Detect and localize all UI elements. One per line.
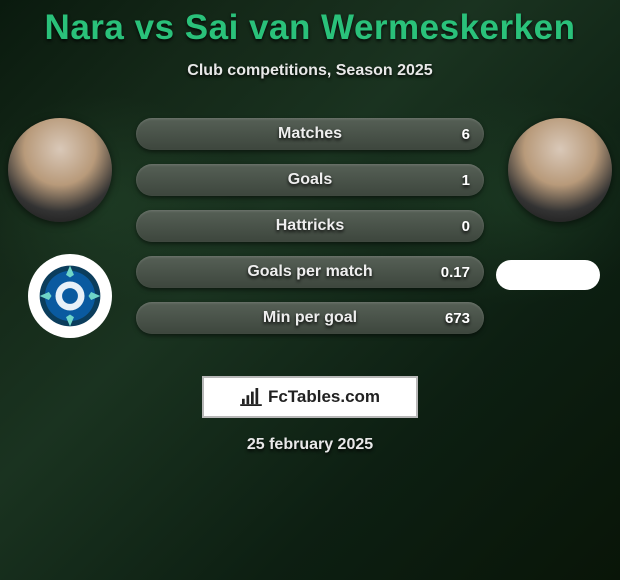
club-badge-left	[28, 254, 112, 338]
stat-row: Goals 1	[136, 164, 484, 196]
stat-label: Min per goal	[263, 309, 357, 327]
subtitle: Club competitions, Season 2025	[0, 62, 620, 80]
club-crest-icon	[37, 263, 103, 329]
player-avatar-left	[8, 118, 112, 222]
bar-chart-icon	[240, 388, 262, 406]
stat-value-right: 0.17	[441, 264, 470, 281]
brand-text: FcTables.com	[268, 387, 380, 407]
stat-value-right: 6	[462, 126, 470, 143]
comparison-panel: Matches 6 Goals 1 Hattricks 0 Goals per …	[0, 118, 620, 368]
stat-label: Matches	[278, 125, 342, 143]
brand-badge: FcTables.com	[202, 376, 418, 418]
stat-label: Hattricks	[276, 217, 344, 235]
stat-row: Goals per match 0.17	[136, 256, 484, 288]
page-title: Nara vs Sai van Wermeskerken	[0, 8, 620, 48]
stat-value-right: 1	[462, 172, 470, 189]
stat-bars: Matches 6 Goals 1 Hattricks 0 Goals per …	[136, 118, 484, 348]
stat-value-right: 673	[445, 310, 470, 327]
stat-row: Matches 6	[136, 118, 484, 150]
stat-label: Goals per match	[247, 263, 372, 281]
stat-label: Goals	[288, 171, 332, 189]
date-label: 25 february 2025	[0, 436, 620, 454]
stat-value-right: 0	[462, 218, 470, 235]
player-avatar-right	[508, 118, 612, 222]
club-badge-right	[496, 260, 600, 290]
stat-row: Hattricks 0	[136, 210, 484, 242]
stat-row: Min per goal 673	[136, 302, 484, 334]
